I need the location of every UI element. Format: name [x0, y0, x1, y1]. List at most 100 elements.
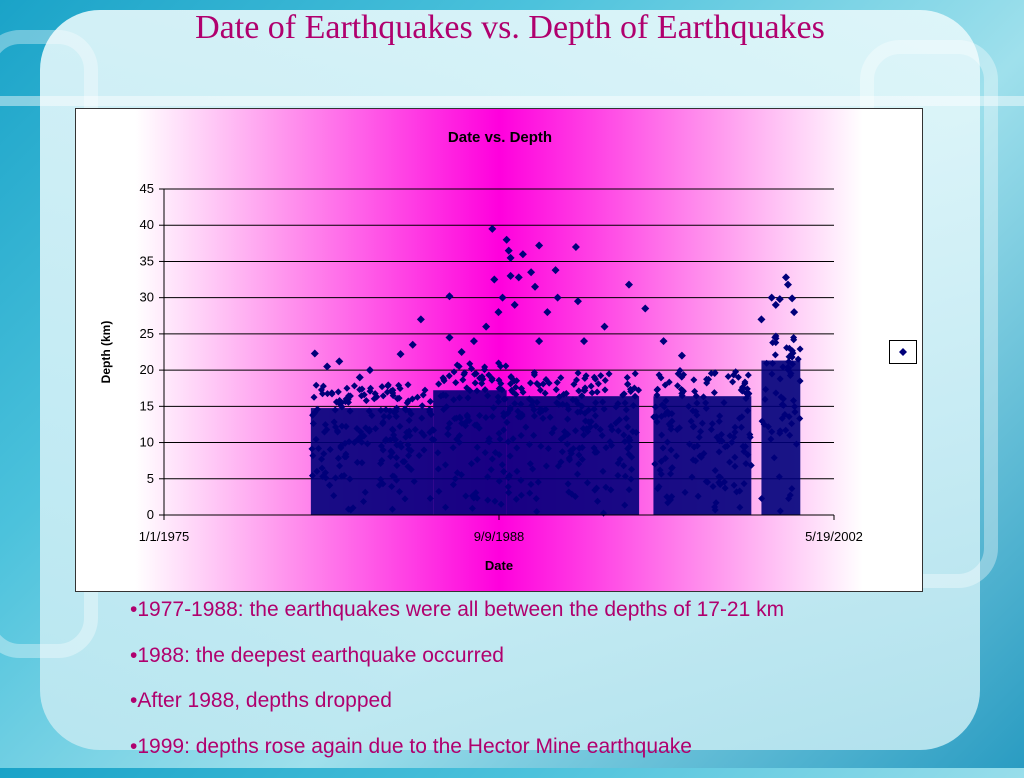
data-point — [494, 308, 502, 316]
bullet-list: •1977-1988: the earthquakes were all bet… — [130, 596, 1010, 778]
data-point — [505, 247, 513, 255]
data-point — [490, 276, 498, 284]
y-tick-label: 35 — [140, 253, 154, 268]
data-point — [363, 397, 370, 404]
legend — [889, 340, 917, 364]
data-point — [745, 372, 752, 379]
bullet-item: •After 1988, depths dropped — [130, 687, 1010, 733]
y-tick-label: 45 — [140, 181, 154, 196]
data-point — [632, 370, 639, 377]
data-point — [757, 315, 765, 323]
data-point — [768, 294, 776, 302]
y-tick-label: 20 — [140, 362, 154, 377]
y-tick-label: 25 — [140, 326, 154, 341]
data-point — [772, 301, 780, 309]
data-point — [311, 349, 319, 357]
data-point — [507, 254, 515, 262]
data-point — [574, 297, 582, 305]
data-point — [527, 379, 534, 386]
data-point — [409, 341, 417, 349]
y-axis-label: Depth (km) — [99, 321, 113, 384]
dense-point-clusters — [308, 333, 803, 517]
data-point — [482, 323, 490, 331]
x-tick-label: 5/19/2002 — [805, 529, 863, 544]
x-tick-label: 1/1/1975 — [139, 529, 190, 544]
data-point — [588, 383, 595, 390]
data-point — [711, 389, 718, 396]
data-point — [452, 379, 459, 386]
data-point — [435, 381, 442, 388]
data-point — [502, 362, 509, 369]
outlier-points — [311, 225, 798, 382]
data-point — [503, 236, 511, 244]
data-point — [678, 352, 686, 360]
data-point — [366, 366, 374, 374]
data-point — [625, 281, 633, 289]
data-point — [356, 373, 364, 381]
data-point — [552, 266, 560, 274]
data-point — [776, 295, 784, 303]
data-point — [458, 348, 466, 356]
data-point — [531, 283, 539, 291]
data-point — [601, 323, 609, 331]
data-point — [519, 250, 527, 258]
data-point — [459, 376, 466, 383]
data-point — [446, 372, 453, 379]
data-point — [725, 373, 732, 380]
legend-marker — [890, 341, 916, 363]
data-point — [507, 272, 515, 280]
y-tick-label: 0 — [147, 507, 154, 522]
bullet-item: •1977-1988: the earthquakes were all bet… — [130, 596, 1010, 642]
data-point — [797, 345, 804, 352]
data-point — [572, 243, 580, 251]
bullet-item: •1988: the deepest earthquake occurred — [130, 642, 1010, 688]
x-tick-label: 9/9/1988 — [474, 529, 525, 544]
slide-title: Date of Earthquakes vs. Depth of Earthqu… — [150, 8, 870, 48]
data-point — [445, 334, 453, 342]
data-point — [535, 337, 543, 345]
data-point — [397, 350, 405, 358]
data-point — [597, 372, 604, 379]
data-point — [690, 376, 697, 383]
y-tick-label: 5 — [147, 471, 154, 486]
y-tick-label: 15 — [140, 398, 154, 413]
data-point — [499, 294, 507, 302]
data-point — [602, 386, 609, 393]
data-point — [488, 225, 496, 233]
data-point — [660, 337, 668, 345]
y-tick-label: 40 — [140, 217, 154, 232]
x-axis-label: Date — [485, 558, 513, 573]
data-point — [790, 308, 798, 316]
data-point — [445, 292, 453, 300]
data-point — [554, 294, 562, 302]
data-point — [602, 377, 609, 384]
data-point — [589, 389, 596, 396]
data-point — [313, 382, 320, 389]
y-tick-label: 10 — [140, 435, 154, 450]
data-point — [772, 351, 779, 358]
data-point — [335, 388, 342, 395]
data-point — [553, 386, 560, 393]
cluster-band — [311, 408, 433, 515]
data-point — [351, 382, 358, 389]
data-point — [451, 368, 458, 375]
y-tick-label: 30 — [140, 290, 154, 305]
data-point — [729, 378, 736, 385]
data-point — [472, 379, 479, 386]
data-point — [335, 357, 343, 365]
data-point — [417, 315, 425, 323]
data-point — [654, 386, 661, 393]
data-point — [427, 398, 434, 405]
data-point — [515, 273, 523, 281]
data-point — [511, 301, 519, 309]
data-point — [323, 362, 331, 370]
data-point — [470, 337, 478, 345]
data-point — [606, 370, 613, 377]
data-point — [405, 381, 412, 388]
data-point — [535, 242, 543, 250]
data-point — [624, 374, 631, 381]
cluster-band — [761, 361, 800, 515]
data-point — [784, 281, 792, 289]
data-point — [543, 308, 551, 316]
